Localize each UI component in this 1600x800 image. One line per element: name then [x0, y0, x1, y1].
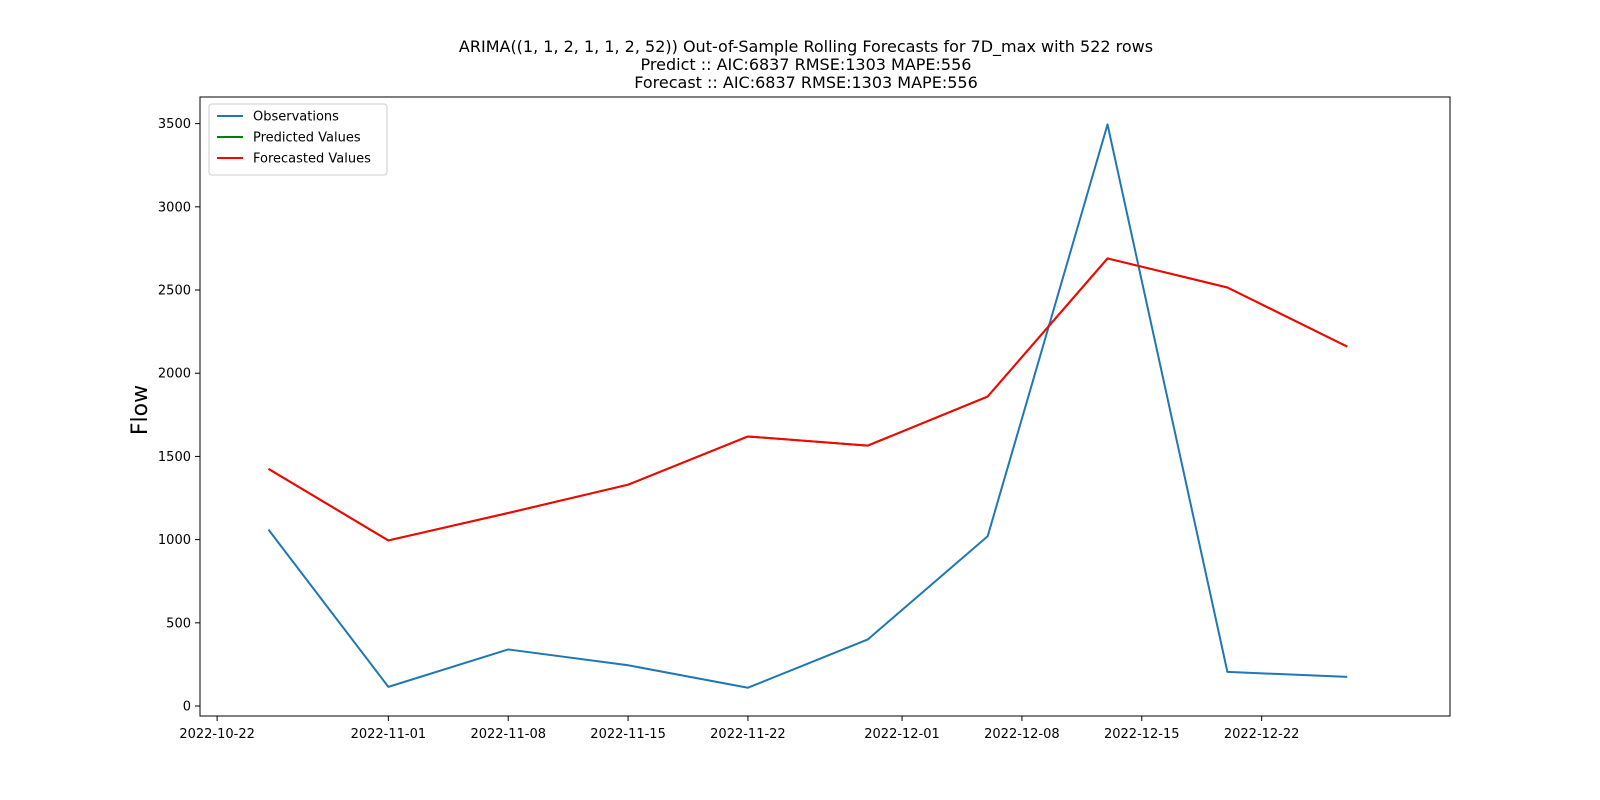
x-tick-label: 2022-12-22 — [1224, 727, 1300, 742]
x-tick-label: 2022-11-22 — [710, 727, 786, 742]
y-tick-label: 3500 — [158, 117, 191, 132]
series-line-forecasted-values — [267, 257, 1348, 542]
series-line-predicted-values — [267, 257, 1348, 542]
legend: Observations Predicted Values Forecasted V… — [208, 103, 388, 176]
x-tick-label: 2022-12-08 — [984, 727, 1060, 742]
x-tick-label: 2022-12-15 — [1104, 727, 1180, 742]
y-tick-label: 1500 — [158, 450, 191, 465]
title-line-2: Predict :: AIC:6837 RMSE:1303 MAPE:556 — [641, 55, 972, 74]
y-tick-label: 0 — [183, 700, 191, 715]
y-tick-label: 500 — [166, 616, 191, 631]
y-tick-label: 1000 — [158, 533, 191, 548]
chart-title: ARIMA((1, 1, 2, 1, 1, 2, 52)) Out-of-Sam… — [459, 37, 1153, 92]
legend-box — [208, 103, 388, 176]
x-tick-label: 2022-11-01 — [351, 727, 427, 742]
plot-area: 2022-10-22 2022-11-01 2022-11-08 2022-11-15… — [158, 96, 1451, 742]
legend-label-observations: Observations — [253, 110, 339, 125]
y-tick-label: 2500 — [158, 284, 191, 299]
legend-label-predicted-values: Predicted Values — [253, 131, 361, 146]
x-tick-label: 2022-12-01 — [864, 727, 940, 742]
title-line-3: Forecast :: AIC:6837 RMSE:1303 MAPE:556 — [634, 73, 978, 92]
x-tick-label: 2022-11-15 — [590, 727, 666, 742]
y-tick-label: 3000 — [158, 200, 191, 215]
legend-label-forecasted-values: Forecasted Values — [253, 152, 371, 167]
x-tick-label: 2022-10-22 — [179, 727, 255, 742]
series-line-observations — [267, 123, 1348, 689]
x-tick-label: 2022-11-08 — [470, 727, 546, 742]
plot-frame — [199, 96, 1451, 717]
y-axis-label: Flow — [128, 385, 153, 435]
y-tick-label: 2000 — [158, 367, 191, 382]
title-line-1: ARIMA((1, 1, 2, 1, 1, 2, 52)) Out-of-Sam… — [459, 37, 1153, 57]
